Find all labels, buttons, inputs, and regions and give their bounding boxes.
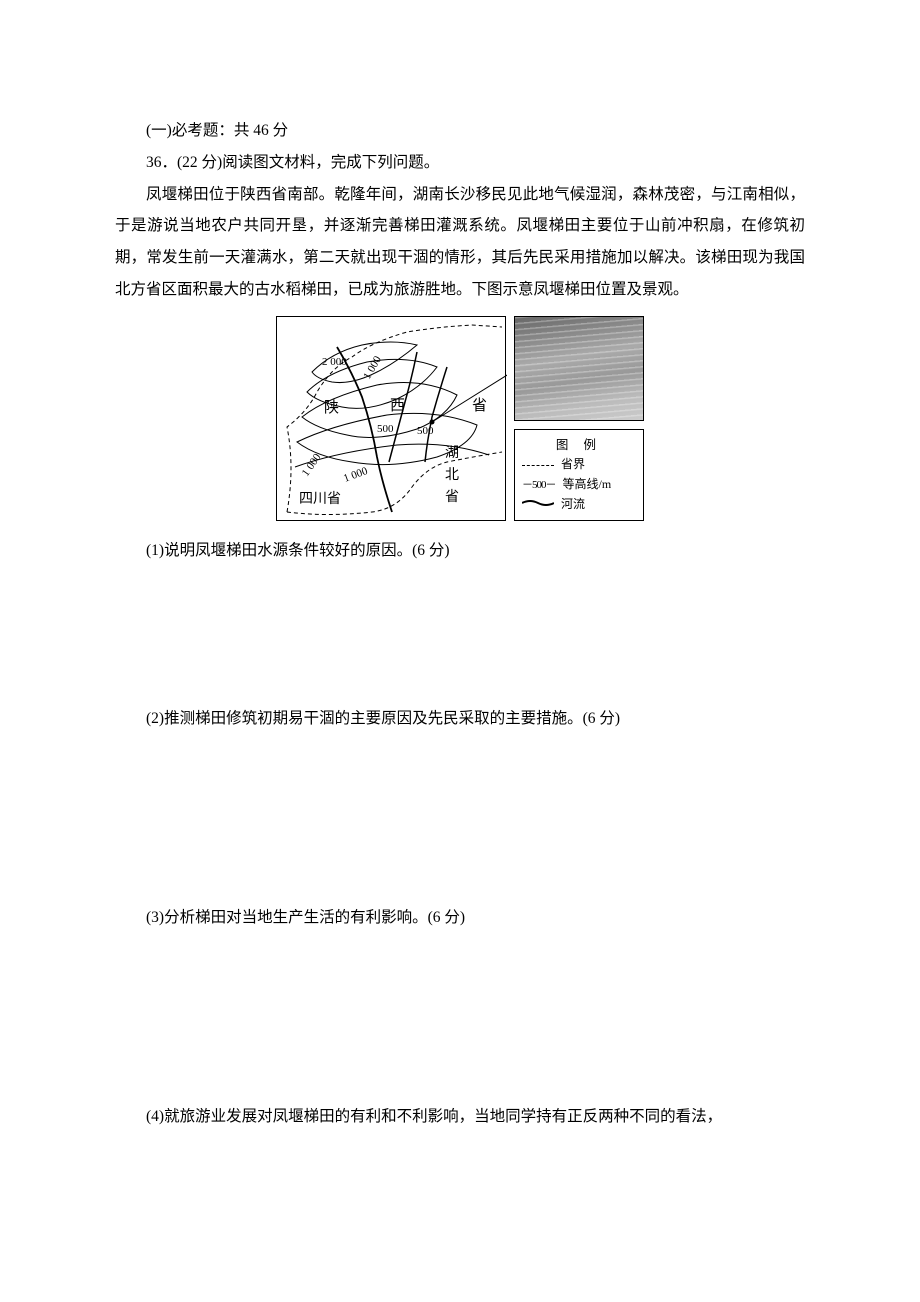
legend-contour-label: 等高线/m (563, 475, 612, 495)
legend-boundary-label: 省界 (561, 455, 585, 475)
legend-title: 图 例 (522, 435, 636, 456)
label-bei: 北 (445, 467, 459, 483)
label-sichuan: 四川省 (299, 491, 341, 507)
question-1: (1)说明凤堰梯田水源条件较好的原因。(6 分) (115, 535, 805, 567)
contour-symbol: －500－ (522, 476, 556, 494)
section-heading: (一)必考题：共 46 分 (115, 115, 805, 147)
legend-river: 河流 (522, 495, 636, 515)
label-hu: 湖 (445, 445, 459, 461)
question-4: (4)就旅游业发展对凤堰梯田的有利和不利影响，当地同学持有正反两种不同的看法， (115, 1101, 805, 1133)
contour-500a: 500 (377, 423, 394, 435)
figure-right-col: 图 例 省界 －500－ 等高线/m 河流 (514, 316, 644, 521)
answer-space-2 (115, 735, 805, 900)
question-number-line: 36．(22 分)阅读图文材料，完成下列问题。 (115, 147, 805, 179)
legend-river-label: 河流 (561, 495, 585, 515)
label-xi: 西 (390, 398, 405, 414)
dash-icon (522, 465, 554, 466)
map: 2 000 1 000 500 500 1 000 1 000 陕 西 省 湖 … (276, 316, 506, 521)
contour-2000: 2 000 (322, 356, 347, 368)
figure: 2 000 1 000 500 500 1 000 1 000 陕 西 省 湖 … (115, 316, 805, 521)
contour-1000c: 1 000 (342, 465, 370, 485)
passage-text: 凤堰梯田位于陕西省南部。乾隆年间，湖南长沙移民见此地气候湿润，森林茂密，与江南相… (115, 179, 805, 306)
legend-boundary: 省界 (522, 455, 636, 475)
label-shaan: 陕 (324, 399, 339, 416)
contour-1000b: 1 000 (300, 451, 324, 479)
label-sheng2: 省 (445, 489, 459, 505)
answer-space-3 (115, 934, 805, 1099)
label-sheng: 省 (472, 397, 487, 414)
river-icon (522, 495, 554, 515)
question-2: (2)推测梯田修筑初期易干涸的主要原因及先民采取的主要措施。(6 分) (115, 703, 805, 735)
landscape-photo (514, 316, 644, 421)
contour-1000a: 1 000 (361, 353, 384, 381)
legend-contour: －500－ 等高线/m (522, 475, 636, 495)
figure-inner: 2 000 1 000 500 500 1 000 1 000 陕 西 省 湖 … (276, 316, 644, 521)
legend: 图 例 省界 －500－ 等高线/m 河流 (514, 429, 644, 521)
question-3: (3)分析梯田对当地生产生活的有利影响。(6 分) (115, 902, 805, 934)
answer-space-1 (115, 566, 805, 701)
map-svg: 2 000 1 000 500 500 1 000 1 000 陕 西 省 湖 … (277, 317, 507, 522)
passage: 凤堰梯田位于陕西省南部。乾隆年间，湖南长沙移民见此地气候湿润，森林茂密，与江南相… (115, 179, 805, 306)
contour-500b: 500 (417, 425, 434, 437)
